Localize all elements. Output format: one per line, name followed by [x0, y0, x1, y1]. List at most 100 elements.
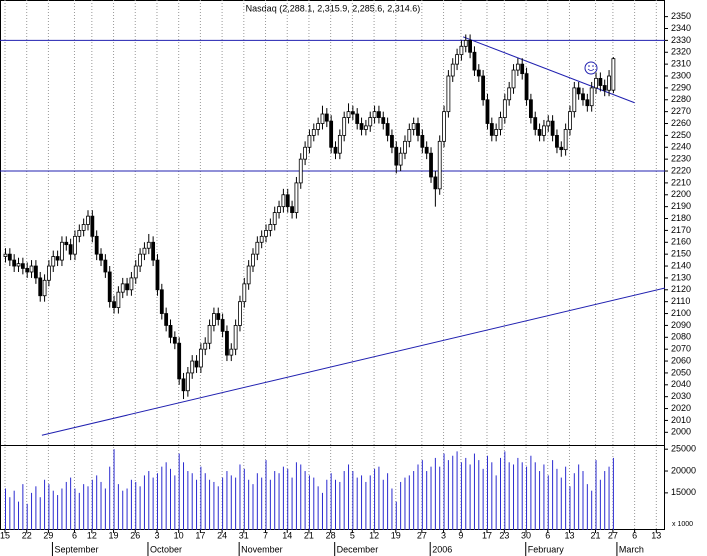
x-tick-label: 17: [195, 530, 205, 540]
candle-body: [146, 241, 151, 249]
candle-body: [368, 117, 373, 127]
y-tick-label: 2310: [671, 59, 691, 69]
y-tick-label: 2140: [671, 260, 691, 270]
x-tick-label: 21: [591, 530, 601, 540]
candle-body: [533, 117, 538, 130]
month-label: 2006: [432, 544, 452, 554]
trend-line: [41, 287, 666, 436]
candle-body: [116, 291, 121, 309]
candle-body: [233, 325, 238, 350]
y-tick-label: 2290: [671, 82, 691, 92]
candle-body: [190, 360, 195, 374]
month-label: March: [619, 544, 644, 554]
y-tick-label: 2250: [671, 130, 691, 140]
candle-body: [515, 63, 520, 71]
x-tick-label: 19: [109, 530, 119, 540]
candle-body: [350, 111, 355, 115]
candle-body: [259, 235, 264, 243]
month-label: September: [54, 544, 98, 554]
candle-body: [216, 313, 221, 320]
candle-body: [42, 279, 47, 297]
candle-body: [112, 301, 116, 309]
x-tick-label: 10: [174, 530, 184, 540]
candle-body: [177, 342, 182, 380]
y-tick-label: 2260: [671, 118, 691, 128]
candle-body: [103, 259, 108, 273]
candle-body: [25, 268, 30, 273]
y-tick-label: 2190: [671, 201, 691, 211]
candle-body: [20, 263, 25, 269]
candle-body: [86, 215, 90, 225]
candle-body: [559, 146, 564, 151]
y-tick-label: 2220: [671, 165, 691, 175]
candle-body: [363, 125, 368, 130]
candle-body: [342, 117, 347, 136]
y-tick-label: 2300: [671, 70, 691, 80]
candle-body: [60, 241, 64, 261]
candle-body: [120, 283, 125, 293]
candle-body: [546, 120, 551, 127]
candle-body: [181, 378, 186, 392]
candle-body: [581, 93, 585, 101]
candle-body: [33, 265, 38, 279]
candle-body: [576, 87, 581, 95]
x-tick-label: 6: [545, 530, 550, 540]
trend-line: [462, 36, 635, 104]
x-tick-label: 5: [350, 530, 355, 540]
candle-body: [307, 134, 312, 148]
y-tick-label: 2320: [671, 47, 691, 57]
candle-body: [372, 111, 377, 118]
x-tick-label: 19: [391, 530, 401, 540]
x-tick-label: 9: [458, 530, 463, 540]
x-tick-label: 14: [282, 530, 292, 540]
candle-body: [459, 45, 464, 56]
y-tick-label: 2010: [671, 415, 691, 425]
candle-body: [272, 212, 277, 225]
candle-body: [337, 134, 342, 154]
smiley-annotation: [584, 61, 598, 75]
candle-body: [511, 69, 516, 89]
candle-body: [255, 241, 260, 255]
candle-body: [611, 58, 616, 91]
candle-body: [416, 123, 420, 136]
candle-body: [12, 259, 17, 267]
candle-body: [572, 87, 577, 113]
candle-body: [463, 39, 468, 47]
candle-body: [155, 259, 160, 291]
y-tick-label: 2060: [671, 355, 691, 365]
candle-body: [212, 313, 216, 326]
candle-body: [3, 253, 8, 257]
candle-body: [55, 256, 60, 261]
y-tick-label: 2110: [671, 296, 690, 306]
y-tick-label: 2150: [671, 249, 691, 259]
candle-body: [403, 140, 407, 154]
candle-body: [424, 146, 429, 154]
month-label: October: [150, 544, 182, 554]
y-tick-label: 2080: [671, 332, 691, 342]
candle-body: [524, 73, 529, 101]
candle-body: [29, 265, 34, 273]
candle-body: [481, 75, 486, 101]
candle-body: [433, 176, 438, 190]
candle-body: [398, 152, 403, 166]
candle-body: [159, 289, 164, 314]
candle-body: [77, 230, 82, 237]
candle-body: [90, 215, 95, 237]
plot-frame: [0, 0, 665, 530]
x-tick-label: 21: [304, 530, 314, 540]
x-tick-label: 12: [369, 530, 379, 540]
candle-body: [94, 235, 99, 255]
candle-body: [594, 77, 598, 89]
y-tick-label: 2070: [671, 344, 691, 354]
x-tick-label: 23: [499, 530, 509, 540]
candle-body: [47, 265, 51, 281]
x-tick-label: 29: [43, 530, 53, 540]
volume-tick-label: 25000: [671, 444, 696, 454]
candle-body: [324, 113, 329, 122]
candle-body: [68, 244, 73, 255]
y-tick-label: 2170: [671, 225, 691, 235]
candle-body: [311, 129, 316, 136]
x-tick-label: 22: [22, 530, 32, 540]
candle-body: [437, 140, 442, 190]
candle-body: [198, 348, 203, 368]
